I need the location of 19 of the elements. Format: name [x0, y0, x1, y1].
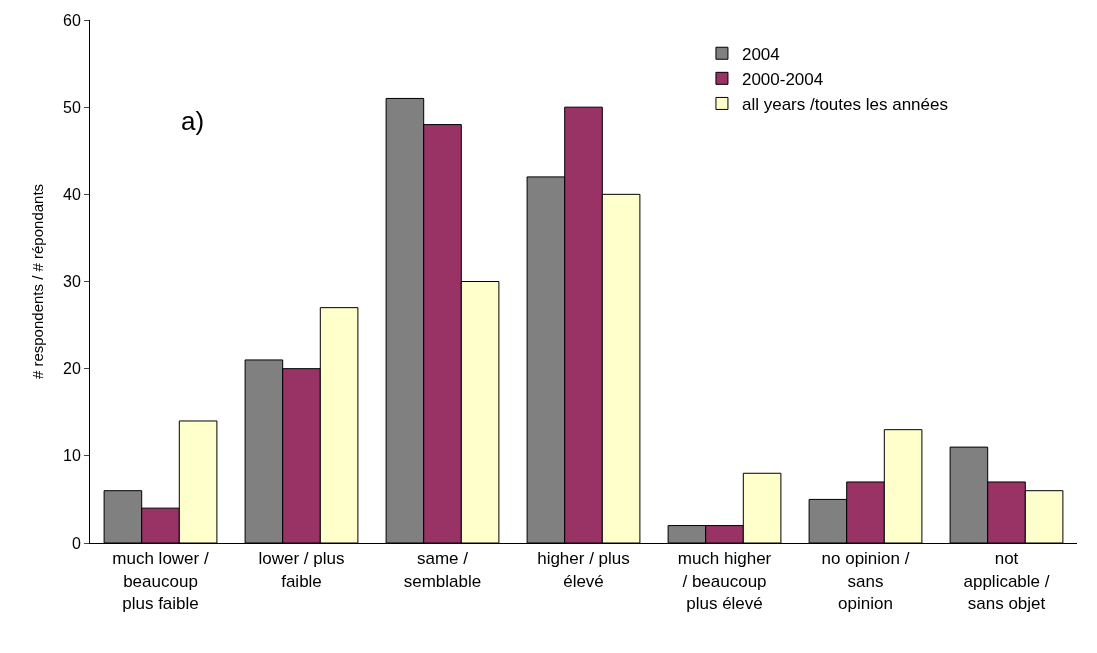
x-tick-label: lower / plus faible	[258, 549, 345, 591]
legend-label: 2000-2004	[741, 69, 824, 89]
y-tick-label: 10	[63, 447, 81, 465]
y-tick-label: 0	[71, 534, 81, 552]
y-tick-label: 40	[63, 185, 81, 203]
y-tick-label: 20	[63, 360, 81, 378]
y-tick-label: 50	[63, 98, 81, 116]
x-tick-label: higher / plus élevé	[537, 549, 630, 591]
x-tick-label: same / semblable	[403, 549, 482, 591]
x-tick-label: no opinion / sans opinion	[821, 549, 910, 613]
y-axis-title: # respondents / # répondants	[29, 183, 47, 380]
annotation: a)	[181, 106, 205, 136]
x-tick-label: much lower / beaucoup plus faible	[112, 549, 209, 613]
y-tick-label: 60	[63, 11, 81, 29]
x-tick-label: not applicable / sans objet	[963, 549, 1050, 613]
legend-label: 2004	[741, 44, 780, 64]
x-tick-label: much higher / beaucoup plus élevé	[677, 549, 772, 613]
y-tick-label: 30	[63, 273, 81, 291]
legend-label: all years /toutes les années	[741, 95, 948, 115]
